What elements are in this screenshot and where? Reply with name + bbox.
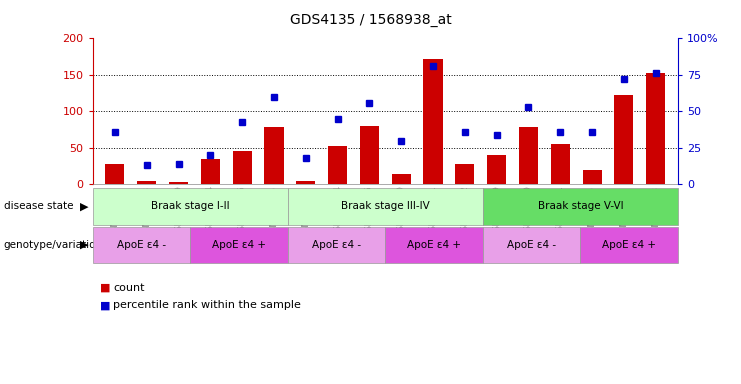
- Bar: [424, 59, 442, 184]
- Text: ApoE ε4 -: ApoE ε4 -: [312, 240, 361, 250]
- Text: ApoE ε4 +: ApoE ε4 +: [602, 240, 657, 250]
- Text: genotype/variation: genotype/variation: [4, 240, 103, 250]
- Bar: [519, 127, 538, 184]
- Text: Braak stage V-VI: Braak stage V-VI: [538, 201, 623, 212]
- Bar: [614, 95, 634, 184]
- Text: GDS4135 / 1568938_at: GDS4135 / 1568938_at: [290, 13, 451, 27]
- Bar: [265, 127, 284, 184]
- Text: Braak stage I-II: Braak stage I-II: [151, 201, 230, 212]
- Text: count: count: [113, 283, 145, 293]
- Bar: [360, 126, 379, 184]
- Bar: [487, 155, 506, 184]
- Bar: [137, 181, 156, 184]
- Bar: [328, 146, 347, 184]
- Bar: [201, 159, 220, 184]
- Text: ApoE ε4 -: ApoE ε4 -: [117, 240, 166, 250]
- Bar: [455, 164, 474, 184]
- Bar: [646, 73, 665, 184]
- Text: ■: ■: [100, 300, 110, 310]
- Bar: [233, 152, 252, 184]
- Text: ApoE ε4 +: ApoE ε4 +: [212, 240, 266, 250]
- Bar: [296, 181, 316, 184]
- Bar: [169, 182, 188, 184]
- Text: Braak stage III-IV: Braak stage III-IV: [341, 201, 430, 212]
- Text: ▶: ▶: [79, 201, 88, 212]
- Bar: [582, 170, 602, 184]
- Text: ▶: ▶: [79, 240, 88, 250]
- Text: percentile rank within the sample: percentile rank within the sample: [113, 300, 302, 310]
- Text: disease state: disease state: [4, 201, 73, 212]
- Text: ■: ■: [100, 283, 110, 293]
- Text: ApoE ε4 +: ApoE ε4 +: [407, 240, 461, 250]
- Bar: [392, 174, 411, 184]
- Bar: [551, 144, 570, 184]
- Bar: [105, 164, 124, 184]
- Text: ApoE ε4 -: ApoE ε4 -: [507, 240, 556, 250]
